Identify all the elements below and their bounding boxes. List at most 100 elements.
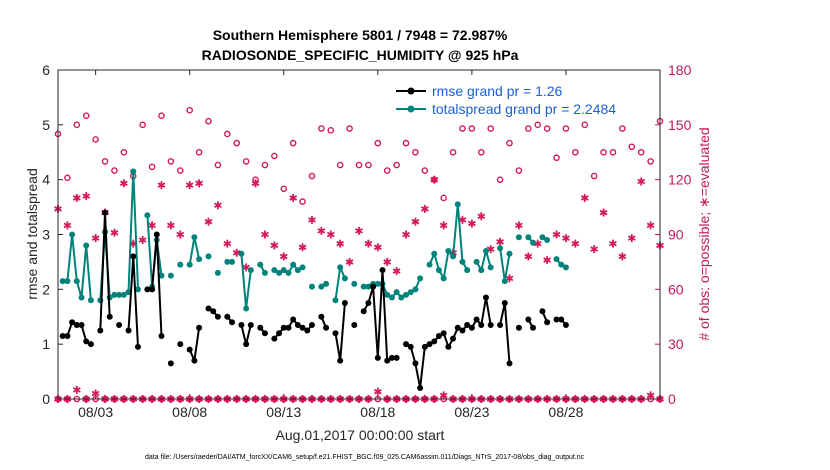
- obs-possible-marker: [327, 127, 335, 134]
- obs-evaluated-core: [385, 260, 390, 264]
- rmse-point: [525, 316, 532, 323]
- rmse-point: [69, 319, 76, 326]
- rmse-point: [271, 335, 278, 342]
- totalspread-point: [459, 258, 466, 265]
- obs-possible-marker: [82, 112, 90, 119]
- x-tick-label: 08/18: [360, 404, 395, 420]
- rmse-point: [191, 357, 198, 364]
- obs-evaluated-marker: [430, 175, 439, 184]
- rmse-point: [294, 321, 301, 328]
- rmse-point: [384, 357, 391, 364]
- obs-evaluated-marker: [580, 193, 589, 202]
- totalspread-point: [431, 250, 438, 257]
- obs-evaluated-core: [366, 241, 371, 246]
- plot-frame: [57, 69, 661, 400]
- obs-evaluated-core: [441, 223, 446, 228]
- totalspread-point: [487, 264, 494, 271]
- obs-evaluated-core: [394, 269, 399, 273]
- obs-possible-marker: [609, 148, 617, 156]
- y-tick-label: 4: [42, 172, 50, 188]
- obs-evaluated-core: [225, 241, 230, 246]
- rmse-point: [149, 286, 156, 293]
- obs-evaluated-marker: [91, 389, 100, 398]
- obs-evaluated-core: [470, 221, 474, 226]
- obs-evaluated-core: [310, 218, 314, 222]
- obs-possible-marker: [459, 125, 466, 132]
- obs-evaluated-marker: [317, 226, 326, 235]
- totalspread-point: [144, 212, 151, 219]
- obs-evaluated-marker: [289, 193, 298, 202]
- obs-possible-marker: [402, 139, 410, 147]
- rmse-point: [276, 330, 283, 337]
- y-tick-label: 5: [42, 117, 50, 133]
- obs-evaluated-core: [281, 254, 286, 259]
- obs-possible-marker: [139, 121, 146, 129]
- obs-evaluated-marker: [82, 192, 91, 201]
- obs-evaluated-marker: [411, 217, 420, 226]
- obs-evaluated-marker: [439, 391, 448, 400]
- x-tick-label: 08/23: [454, 404, 489, 420]
- obs-evaluated-core: [319, 229, 324, 233]
- x-axis-label: Aug.01,2017 00:00:00 start: [276, 427, 445, 443]
- totalspread-point: [186, 261, 193, 268]
- obs-possible-marker: [167, 158, 175, 165]
- obs-evaluated-core: [648, 223, 653, 228]
- rmse-point: [478, 321, 485, 328]
- rmse-point: [78, 321, 85, 328]
- obs-evaluated-core: [291, 196, 295, 200]
- obs-possible-marker: [148, 163, 156, 171]
- totalspread-point: [398, 294, 405, 301]
- rmse-point: [83, 338, 90, 345]
- obs-evaluated-marker: [213, 201, 222, 210]
- totalspread-point: [276, 269, 283, 276]
- obs-evaluated-marker: [496, 237, 505, 246]
- rmse-point: [360, 308, 367, 315]
- rmse-point: [323, 324, 330, 331]
- y-tick-label: 1: [42, 336, 50, 352]
- rmse-point: [261, 330, 268, 337]
- obs-possible-marker: [355, 161, 363, 169]
- rmse-point: [351, 321, 358, 328]
- totalspread-point: [83, 242, 90, 249]
- obs-possible-marker: [101, 158, 109, 165]
- rmse-point: [497, 321, 504, 328]
- y-tick-label: 6: [42, 62, 50, 78]
- totalspread-point: [318, 283, 325, 290]
- totalspread-point: [294, 267, 301, 274]
- obs-evaluated-marker: [176, 230, 185, 239]
- obs-evaluated-core: [122, 181, 126, 186]
- obs-evaluated-marker: [185, 181, 194, 190]
- obs-evaluated-core: [253, 181, 258, 186]
- totalspread-point: [558, 261, 565, 268]
- rmse-point: [214, 313, 221, 320]
- totalspread-point: [450, 253, 457, 260]
- obs-possible-marker: [496, 176, 504, 183]
- obs-evaluated-core: [338, 241, 342, 246]
- obs-evaluated-core: [197, 181, 201, 186]
- x-tick-label: 08/08: [172, 404, 207, 420]
- obs-evaluated-core: [629, 236, 634, 240]
- totalspread-point: [407, 289, 414, 296]
- rmse-point: [370, 283, 377, 290]
- obs-possible-marker: [562, 125, 570, 132]
- obs-evaluated-core: [75, 388, 79, 392]
- obs-evaluated-core: [554, 232, 559, 237]
- rmse-point: [280, 324, 287, 331]
- obs-evaluated-core: [507, 276, 512, 281]
- obs-evaluated-core: [601, 210, 606, 215]
- totalspread-point: [337, 264, 344, 271]
- totalspread-point: [544, 236, 551, 243]
- obs-evaluated-marker: [392, 267, 401, 276]
- rmse-point: [144, 286, 151, 293]
- totalspread-point: [285, 269, 292, 276]
- obs-possible-marker: [158, 112, 165, 119]
- obs-evaluated-marker: [251, 179, 260, 188]
- totalspread-point: [167, 272, 174, 279]
- obs-possible-marker: [477, 148, 485, 156]
- totalspread-point: [417, 275, 424, 282]
- totalspread-point: [482, 247, 489, 254]
- obs-evaluated-core: [112, 230, 117, 235]
- obs-possible-marker: [600, 148, 607, 156]
- rmse-point: [167, 360, 174, 367]
- obs-evaluated-marker: [646, 391, 655, 400]
